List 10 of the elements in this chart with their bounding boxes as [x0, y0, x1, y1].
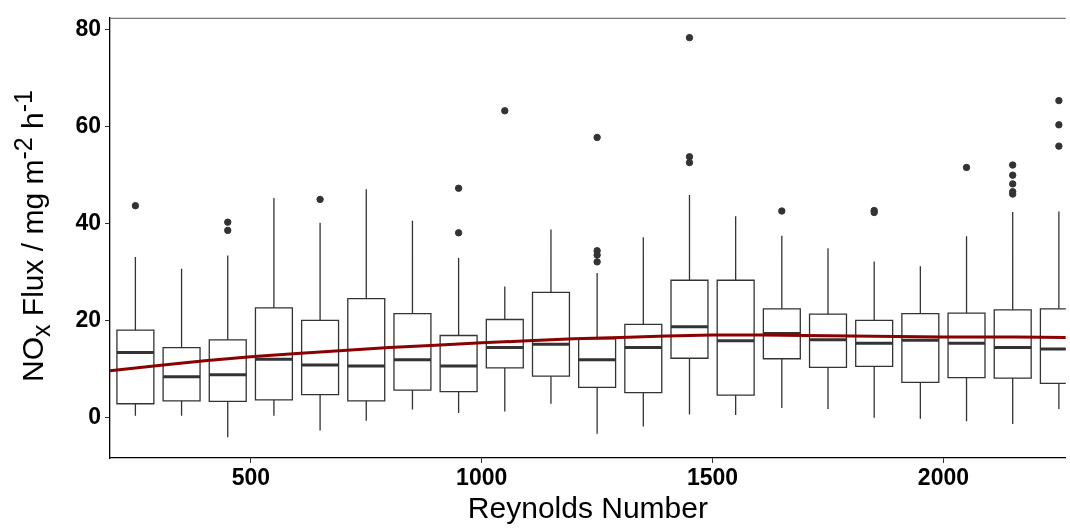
- y-tick-label: 40: [75, 208, 101, 235]
- x-tick-label: 500: [231, 464, 271, 491]
- y-tick-label: 60: [75, 112, 101, 139]
- y-tick-label: 20: [75, 305, 101, 332]
- x-tick-label: 1500: [686, 464, 739, 491]
- x-axis-title: Reynolds Number: [467, 491, 708, 525]
- y-tick-label: 80: [75, 15, 101, 42]
- y-tick-label: 0: [88, 402, 101, 429]
- x-tick-label: 1000: [456, 464, 508, 491]
- x-tick-label: 2000: [917, 464, 970, 491]
